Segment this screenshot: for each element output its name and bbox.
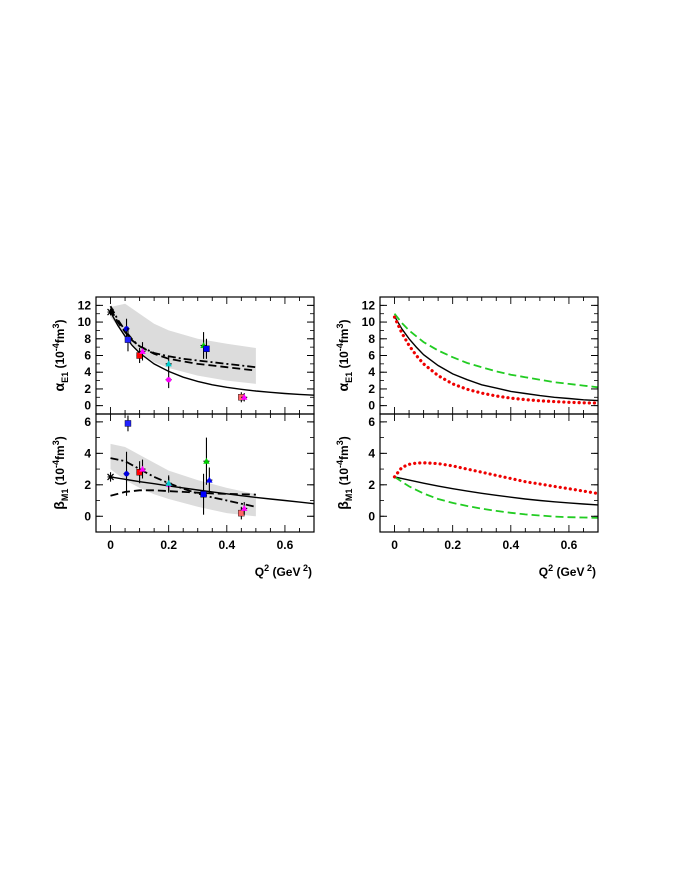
data-point: [165, 475, 172, 492]
y-tick-label: 6: [84, 415, 91, 429]
x-tick-label: 0.6: [561, 538, 578, 552]
y-tick-label: 6: [368, 349, 375, 363]
x-tick-label: 0: [107, 538, 114, 552]
y-tick-label: 8: [368, 332, 375, 346]
x-axis-title: Q2 (GeV 2): [255, 563, 312, 579]
y-axis-title: αE1 (10-4fm3): [335, 319, 354, 391]
y-tick-label: 2: [368, 382, 375, 396]
x-tick-label: 0.2: [444, 538, 461, 552]
data-point: [139, 459, 146, 479]
data-point: [206, 467, 213, 493]
data-point: [241, 393, 248, 402]
y-tick-label: 0: [84, 509, 91, 523]
data-point: [139, 342, 146, 361]
y-tick-label: 4: [368, 365, 375, 379]
y-tick-label: 2: [84, 382, 91, 396]
panel-beta-right: 0 2 4 6 0 0.2 0.4 0.6 βM1 (10-4fm3) Q2 (GeV 2): [335, 413, 600, 579]
y-tick-label: 4: [84, 365, 91, 379]
data-point: [124, 415, 132, 432]
data-point: [241, 502, 248, 515]
plot-frame: [379, 296, 599, 415]
y-tick-label: 6: [84, 349, 91, 363]
curve-dotted: [392, 461, 600, 496]
y-tick-label: 12: [362, 298, 376, 312]
data-point: [107, 472, 114, 482]
data-point: [136, 347, 143, 364]
panel-beta-left: 0 2 4 6 0 0.2 0.4 0.6 βM1 (10-4fm3) Q2 (GeV 2): [51, 413, 315, 579]
uncertainty-band: [110, 303, 256, 384]
x-tick-label: 0.2: [160, 538, 177, 552]
panel-alpha-left: 0 2 4 6 8 10 12 αE1 (10-4fm3): [51, 296, 315, 415]
curve-solid: [393, 315, 599, 402]
data-point: [165, 371, 172, 389]
panel-alpha-right: 0 2 4 6 8 10 12 αE1 (10-4fm3): [335, 296, 600, 415]
y-tick-label: 0: [368, 509, 375, 523]
x-axis-title: Q2 (GeV 2): [539, 563, 596, 579]
y-tick-label: 0: [84, 399, 91, 413]
data-point: [165, 355, 172, 373]
data-point: [200, 473, 207, 515]
data-point: [203, 437, 210, 485]
curve-dashdot: [110, 457, 257, 508]
x-tick-label: 0.6: [277, 538, 294, 552]
y-tick-label: 8: [84, 332, 91, 346]
data-point: [123, 451, 130, 496]
y-tick-label: 10: [78, 315, 92, 329]
y-axis-title: αE1 (10-4fm3): [51, 319, 70, 391]
curve-solid: [110, 476, 315, 505]
curve-dashed: [394, 476, 599, 519]
y-tick-label: 2: [84, 478, 91, 492]
curve-solid: [394, 476, 599, 506]
data-point: [203, 338, 210, 359]
y-tick-label: 0: [368, 399, 375, 413]
x-tick-label: 0.4: [218, 538, 235, 552]
curve-dashed: [393, 313, 599, 389]
plot-frame: [379, 413, 599, 533]
y-tick-label: 6: [368, 415, 375, 429]
plot-frame: [95, 413, 315, 533]
y-tick-label: 10: [362, 315, 376, 329]
y-axis-title: βM1 (10-4fm3): [335, 436, 354, 509]
data-point: [124, 327, 132, 352]
curve-dotted: [392, 315, 600, 405]
y-tick-label: 2: [368, 478, 375, 492]
x-tick-label: 0.4: [502, 538, 519, 552]
y-tick-label: 4: [368, 446, 375, 460]
y-tick-label: 4: [84, 446, 91, 460]
curve-dashed: [110, 489, 256, 497]
x-tick-label: 0: [391, 538, 398, 552]
y-tick-label: 12: [78, 298, 92, 312]
y-axis-title: βM1 (10-4fm3): [51, 436, 70, 509]
data-point: [107, 308, 114, 316]
